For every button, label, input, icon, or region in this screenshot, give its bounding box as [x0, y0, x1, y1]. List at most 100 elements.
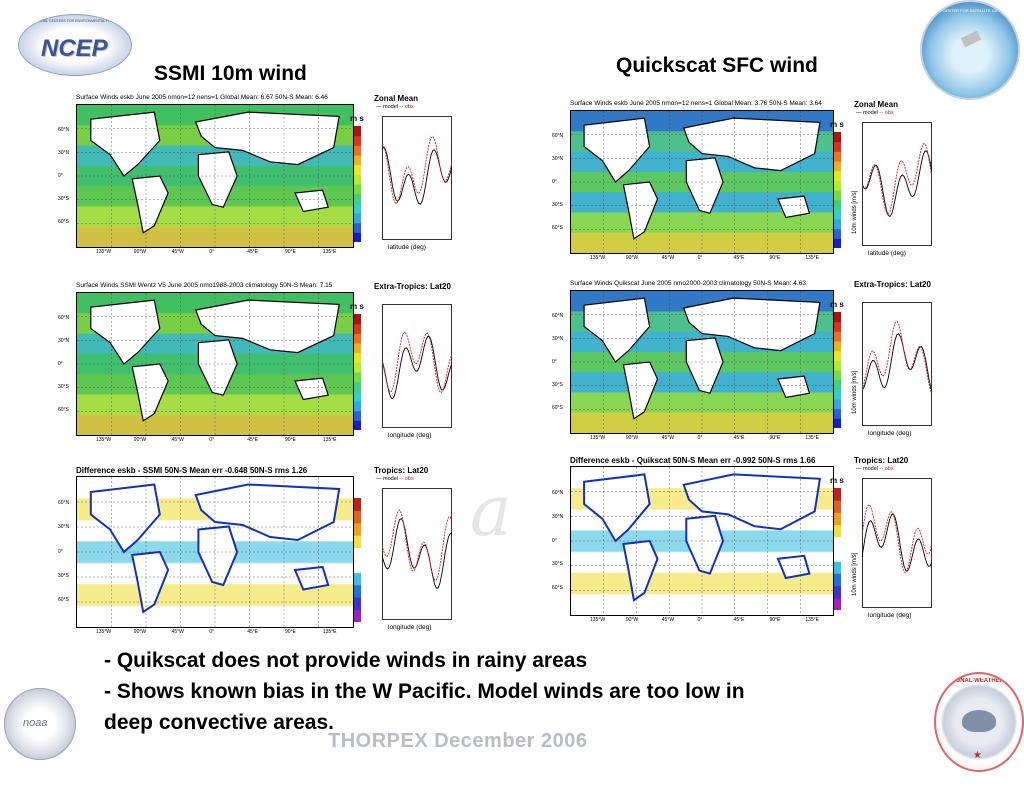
- colorbar-wrap: [834, 488, 844, 615]
- colorbar: [834, 312, 841, 429]
- colorbar: [354, 126, 361, 243]
- colorbar: [834, 488, 841, 611]
- ncep-ring-text: NATIONAL CENTERS FOR ENVIRONMENTAL PREDI…: [31, 19, 121, 23]
- colorbar-swatch: [834, 379, 841, 390]
- lon-label: 135°E: [805, 617, 820, 623]
- lat-label: 60°N: [58, 314, 70, 321]
- colorbar-swatch: [834, 573, 841, 587]
- continent: [685, 337, 724, 394]
- colorbar-swatch: [834, 141, 841, 152]
- plot-frame: [382, 116, 452, 240]
- lat-label: 0°: [58, 548, 63, 555]
- right-column-title: Quickscat SFC wind: [616, 54, 818, 77]
- world-map: [76, 292, 354, 436]
- lon-label: 90°W: [133, 629, 147, 635]
- colorbar-swatch: [834, 418, 841, 429]
- colorbar-unit: m s: [830, 300, 844, 309]
- panel-title: Surface Winds eskb June 2005 nmon=12 nen…: [76, 94, 328, 101]
- colorbar-swatch: [354, 362, 361, 373]
- colorbar-swatch: [834, 151, 841, 162]
- line-plot-wrap: [381, 488, 453, 625]
- colorbar-swatch: [834, 585, 841, 599]
- line-plot: [861, 478, 933, 608]
- colorbar-swatch: [354, 155, 361, 166]
- line-plot: [381, 488, 453, 620]
- line-plot: [381, 116, 453, 240]
- colorbar-swatch: [354, 333, 361, 344]
- lon-label: 45°E: [247, 437, 259, 443]
- colorbar-swatch: [354, 222, 361, 233]
- lat-label: 60°S: [552, 224, 563, 231]
- colorbar-swatch: [354, 314, 361, 325]
- colorbar-swatch: [354, 560, 361, 573]
- colorbar-swatch: [354, 352, 361, 363]
- continent: [90, 299, 161, 365]
- continent: [622, 361, 659, 420]
- side-plot-title: Extra-Tropics: Lat20: [854, 280, 931, 289]
- x-axis-label: longitude (deg): [868, 612, 912, 619]
- x-axis-label: longitude (deg): [388, 624, 432, 631]
- colorbar: [354, 314, 361, 431]
- colorbar-swatch: [834, 399, 841, 410]
- continent: [89, 483, 161, 554]
- world-map: [76, 476, 354, 628]
- lon-label: 135°E: [322, 249, 337, 255]
- continent: [622, 539, 659, 602]
- lat-label: 60°S: [58, 596, 69, 603]
- lon-label: 0°: [697, 435, 703, 441]
- lat-label: 60°S: [552, 404, 563, 411]
- colorbar-swatch: [834, 312, 841, 323]
- continent: [131, 175, 169, 234]
- lon-label: 90°E: [285, 437, 296, 443]
- panel-title: Surface Winds SSMI Wentz V5 June 2005 nm…: [76, 282, 333, 289]
- colorbar-wrap: [354, 498, 364, 627]
- lat-label: 60°S: [552, 585, 563, 592]
- colorbar-swatch: [354, 510, 361, 524]
- lat-label: 30°S: [58, 195, 69, 202]
- lon-label: 0°: [209, 249, 215, 255]
- lon-label: 90°W: [625, 435, 639, 441]
- lon-label: 135°W: [96, 629, 112, 635]
- continent: [685, 514, 725, 575]
- side-plot-title: Tropics: Lat20: [374, 466, 429, 475]
- lon-label: 45°E: [733, 435, 745, 441]
- lon-label: 135°E: [322, 629, 337, 635]
- colorbar-swatch: [834, 190, 841, 201]
- lat-label: 30°S: [58, 572, 69, 579]
- colorbar-swatch: [834, 549, 841, 562]
- colorbar-swatch: [834, 321, 841, 332]
- lat-label: 60°N: [58, 126, 70, 133]
- colorbar-swatch: [354, 535, 361, 549]
- colorbar-swatch: [354, 522, 361, 536]
- colorbar-swatch: [354, 381, 361, 392]
- colorbar: [354, 498, 361, 623]
- colorbar-swatch: [354, 420, 361, 431]
- colorbar-swatch: [354, 343, 361, 354]
- panel-title: Difference eskb - Quikscat 50N-S Mean er…: [570, 456, 816, 465]
- colorbar-swatch: [834, 180, 841, 191]
- world-map-svg: [571, 467, 833, 615]
- lat-label: 0°: [552, 537, 557, 544]
- colorbar-swatch: [834, 341, 841, 352]
- figure-panel-ssmi-extra: Surface Winds SSMI Wentz V5 June 2005 nm…: [58, 282, 462, 464]
- lon-label: 135°E: [805, 435, 820, 441]
- plot-frame: [382, 304, 452, 428]
- lat-label: 0°: [58, 360, 63, 367]
- colorbar-swatch: [834, 350, 841, 361]
- continent: [682, 117, 821, 172]
- y-axis-label: 10m winds [m/s]: [852, 190, 858, 234]
- legend-model: — model: [856, 110, 880, 116]
- obs-line: [381, 509, 453, 581]
- colorbar-swatch: [354, 547, 361, 561]
- colorbar-swatch: [834, 331, 841, 342]
- panel-title: Surface Winds Quikscat June 2005 nmo2000…: [570, 280, 806, 287]
- lon-label: 135°E: [322, 437, 337, 443]
- colorbar-swatch: [834, 132, 841, 143]
- colorbar-swatch: [834, 360, 841, 371]
- colorbar-unit: m s: [830, 120, 844, 129]
- line-plot-wrap: [381, 304, 453, 433]
- side-plot-title: Tropics: Lat20: [854, 456, 909, 465]
- side-plot-title: Zonal Mean: [854, 100, 899, 109]
- colorbar-wrap: [834, 312, 844, 433]
- colorbar-swatch: [834, 389, 841, 400]
